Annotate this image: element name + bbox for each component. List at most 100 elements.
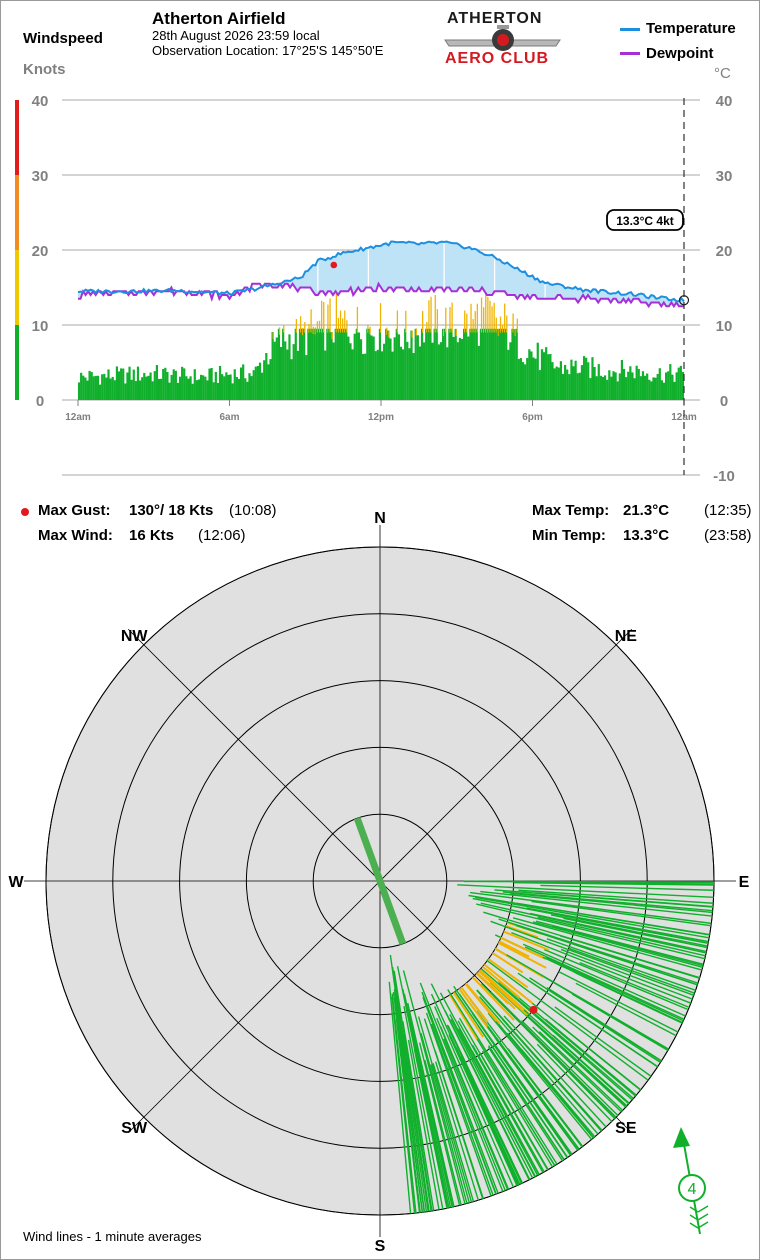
logo-text-top: ATHERTON [447,10,543,27]
rose-gust-line [498,940,530,958]
y-right-tick: 40 [716,93,733,110]
rose-wind-line [487,1046,564,1162]
rose-wind-line [560,948,693,1000]
rose-gust-line [494,947,544,978]
date-line: 28th August 2026 23:59 local [152,28,320,43]
rose-wind-line [479,996,599,1135]
rose-wind-line [538,1031,624,1112]
rose-wind-line [476,903,706,960]
speed-scale-segment [15,250,19,325]
max-temp-value: 21.3°C [623,502,670,519]
rose-wind-line [432,1063,475,1202]
rose-wind-line [552,925,704,967]
speed-scale-segment [15,100,19,175]
legend-dewpoint-swatch [620,52,640,55]
rose-wind-line [430,1023,494,1196]
rose-wind-line [440,1026,510,1190]
rose-wind-line [494,889,714,908]
temp-dew-fill [78,241,684,307]
arrow-speed-label: 4 [688,1181,697,1198]
rose-gust-line [464,983,498,1022]
rose-wind-line [403,1044,430,1212]
x-tick-label: 6am [219,412,239,423]
compass-ne-label: NE [615,628,638,645]
rose-wind-line [391,993,417,1214]
rose-wind-line [497,982,634,1100]
rose-wind-line [535,920,704,965]
compass-n-label: N [374,510,386,527]
rose-wind-line [403,1034,432,1212]
rose-wind-line [498,918,699,984]
rose-wind-line [413,1048,448,1209]
speed-scale-segment [15,325,19,400]
rose-wind-line [550,914,708,947]
arrow-feather [697,1205,709,1213]
rose-wind-line [546,938,696,992]
y-right-tick: 10 [716,318,733,335]
rose-wind-line [419,982,504,1192]
station-title: Atherton Airfield [152,9,286,28]
max-gust-label: Max Gust: [38,502,111,519]
x-tick-label: 12am [671,412,697,423]
rose-wind-line [399,1047,421,1213]
rose-wind-line [502,1019,602,1132]
rose-wind-line [503,1015,607,1128]
rose-wind-line [421,991,499,1194]
y-left-tick: 20 [32,243,49,260]
y-right-tick: -10 [713,468,735,485]
rose-wind-line [506,954,669,1050]
rose-wind-line [454,990,569,1158]
x-tick-label: 12pm [368,412,394,423]
rose-wind-line [468,894,710,936]
windspeed-label: Windspeed [23,30,103,47]
y-right-tick: 0 [720,393,728,410]
rose-mean-wind-bar [353,817,407,945]
rose-wind-line [476,1038,556,1166]
rose-wind-line [507,1048,584,1147]
max-gust-point [330,261,338,269]
rose-wind-line [532,921,703,968]
rose-wind-line [475,896,710,939]
rose-wind-line [494,1037,579,1151]
rose-gust-line [503,930,550,951]
rose-wind-line [448,1034,518,1186]
rose-wind-line [447,989,558,1165]
legend-dewpoint: Dewpoint [646,45,714,62]
rose-wind-line [551,1036,628,1107]
rose-wind-line [512,917,703,971]
rose-gust-line [479,969,529,1014]
rose-wind-line [486,959,649,1081]
rose-wind-line [457,1020,544,1173]
rose-wind-line [522,943,686,1017]
max-temp-label: Max Temp: [532,502,610,519]
rose-wind-line [403,1005,444,1210]
rose-wind-line [529,977,661,1064]
rose-wind-line [490,920,695,996]
rose-wind-line [526,907,709,943]
rose-wind-line [430,993,520,1186]
max-gust-marker-icon [21,508,29,516]
rose-wind-line [441,1047,497,1195]
rose-wind-line [407,1039,440,1210]
rose-wind-line [511,932,692,1004]
compass-s-label: S [375,1238,386,1255]
rose-wind-line [579,961,690,1008]
rose-wind-line [532,1026,622,1113]
rose-wind-line [521,1019,619,1116]
max-wind-value: 16 Kts [129,527,175,544]
arrow-speed-badge [678,1174,706,1202]
logo-plane-icon [444,25,561,51]
compass-nw-label: NW [121,628,149,645]
rose-wind-line [479,1052,549,1170]
rose-wind-line [424,1059,462,1206]
y-right-tick: 30 [716,168,733,185]
rose-wind-line [490,991,617,1118]
rose-gust-line [478,970,528,1016]
legend-temperature-swatch [620,28,640,31]
x-tick-label: 12am [65,412,91,423]
rose-wind-line [510,892,713,914]
logo-text-bottom: AERO CLUB [445,50,550,67]
rose-wind-line [417,1016,473,1203]
rose-gust-line [505,924,539,939]
